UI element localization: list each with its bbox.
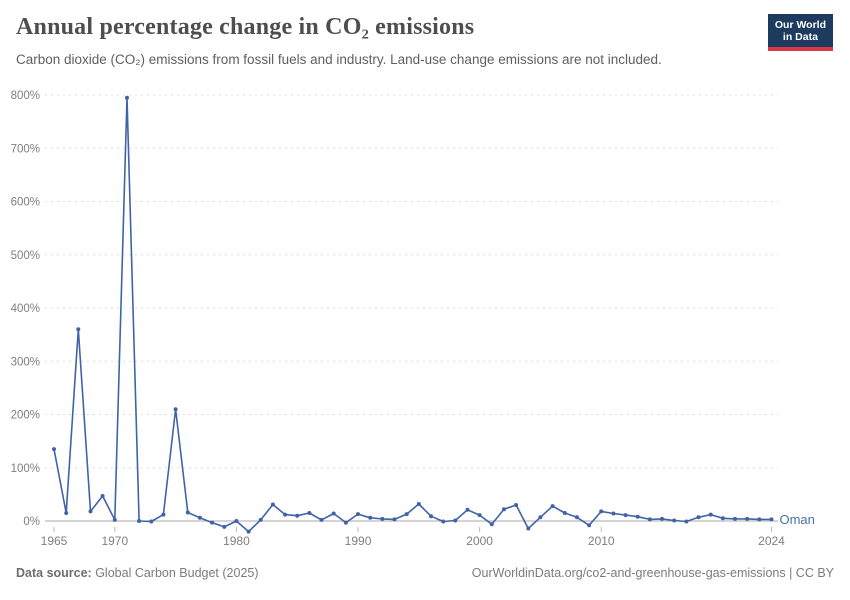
y-tick-label: 800% — [11, 90, 40, 102]
data-point[interactable] — [769, 517, 774, 522]
data-point[interactable] — [635, 514, 640, 519]
data-point[interactable] — [149, 519, 154, 524]
data-point[interactable] — [745, 516, 750, 521]
y-tick-label: 0% — [23, 516, 40, 528]
x-tick-label: 2024 — [758, 534, 785, 548]
data-point[interactable] — [526, 526, 531, 531]
y-tick-label: 600% — [11, 197, 40, 209]
data-point[interactable] — [696, 515, 701, 520]
data-point[interactable] — [404, 512, 409, 517]
data-point[interactable] — [125, 95, 129, 100]
y-tick-label: 200% — [11, 410, 40, 422]
license-note[interactable]: OurWorldinData.org/co2-and-greenhouse-ga… — [471, 566, 834, 580]
data-point[interactable] — [343, 520, 348, 525]
data-point[interactable] — [538, 515, 543, 520]
data-point[interactable] — [733, 516, 737, 521]
data-point[interactable] — [453, 518, 458, 523]
data-point[interactable] — [88, 509, 93, 514]
data-point[interactable] — [708, 512, 713, 517]
data-source-label: Data source: — [16, 566, 92, 580]
page-title: Annual percentage change in CO₂ emission… — [16, 14, 475, 40]
data-point[interactable] — [319, 517, 324, 522]
owid-logo-line2: in Data — [782, 31, 818, 44]
y-tick-label: 100% — [11, 463, 40, 475]
data-point[interactable] — [465, 507, 470, 512]
data-point[interactable] — [587, 523, 592, 528]
data-point[interactable] — [477, 513, 482, 518]
data-point[interactable] — [684, 519, 689, 524]
data-point[interactable] — [720, 516, 725, 521]
data-point[interactable] — [64, 511, 69, 515]
data-point[interactable] — [562, 511, 567, 515]
x-tick-label: 2000 — [466, 534, 493, 548]
data-point[interactable] — [246, 529, 251, 534]
data-point[interactable] — [161, 512, 166, 517]
y-tick-label: 300% — [11, 356, 40, 368]
data-point[interactable] — [489, 522, 494, 527]
data-point[interactable] — [185, 510, 190, 515]
owid-logo-line1: Our World — [774, 19, 826, 31]
y-tick-label: 400% — [11, 303, 40, 315]
data-point[interactable] — [258, 517, 263, 522]
data-point[interactable] — [647, 517, 652, 522]
data-point[interactable] — [76, 327, 81, 332]
data-point[interactable] — [331, 511, 336, 516]
data-point[interactable] — [416, 502, 421, 506]
data-point[interactable] — [392, 517, 397, 522]
line-chart[interactable]: 0% 100% 200% 300% 400% 500% 600% 700% 800% 1965 19… — [0, 0, 850, 566]
data-point[interactable] — [270, 502, 275, 507]
x-tick-label: 2010 — [588, 534, 615, 548]
data-source-note: Data source: Global Carbon Budget (2025) — [16, 566, 259, 580]
data-point[interactable] — [295, 513, 300, 518]
data-point[interactable] — [210, 520, 215, 525]
x-tick-label: 1990 — [345, 534, 372, 548]
data-point[interactable] — [356, 512, 360, 517]
owid-logo[interactable]: Our World in Data — [767, 14, 833, 52]
data-point[interactable] — [574, 515, 579, 520]
y-tick-label: 500% — [11, 250, 40, 262]
data-point[interactable] — [502, 507, 506, 512]
data-point[interactable] — [100, 494, 105, 498]
data-point[interactable] — [660, 516, 664, 521]
data-point[interactable] — [380, 516, 385, 521]
oman-series-line[interactable] — [53, 96, 773, 533]
x-tick-label: 1965 — [41, 534, 68, 548]
x-tick-label: 1970 — [101, 534, 128, 548]
data-point[interactable] — [599, 509, 604, 514]
data-point[interactable] — [623, 513, 628, 518]
data-point[interactable] — [197, 515, 202, 520]
entity-label-oman[interactable]: Oman — [779, 512, 814, 527]
data-point[interactable] — [52, 447, 56, 452]
data-point[interactable] — [283, 512, 288, 517]
data-point[interactable] — [514, 503, 519, 507]
data-point[interactable] — [137, 519, 142, 523]
data-source-value: Global Carbon Budget (2025) — [91, 566, 259, 580]
data-point[interactable] — [222, 524, 227, 529]
data-point[interactable] — [611, 511, 616, 516]
data-point[interactable] — [234, 519, 239, 523]
chart-subtitle: Carbon dioxide (CO₂) emissions from foss… — [16, 52, 662, 67]
data-point[interactable] — [368, 515, 373, 520]
data-point[interactable] — [550, 504, 555, 509]
data-point[interactable] — [429, 514, 433, 519]
x-tick-label: 1980 — [223, 534, 250, 548]
data-point[interactable] — [672, 518, 677, 523]
data-point[interactable] — [173, 407, 178, 412]
data-point[interactable] — [441, 519, 446, 524]
data-point[interactable] — [307, 511, 312, 515]
data-point[interactable] — [757, 517, 762, 522]
data-point[interactable] — [112, 517, 117, 522]
y-tick-label: 700% — [11, 143, 40, 155]
